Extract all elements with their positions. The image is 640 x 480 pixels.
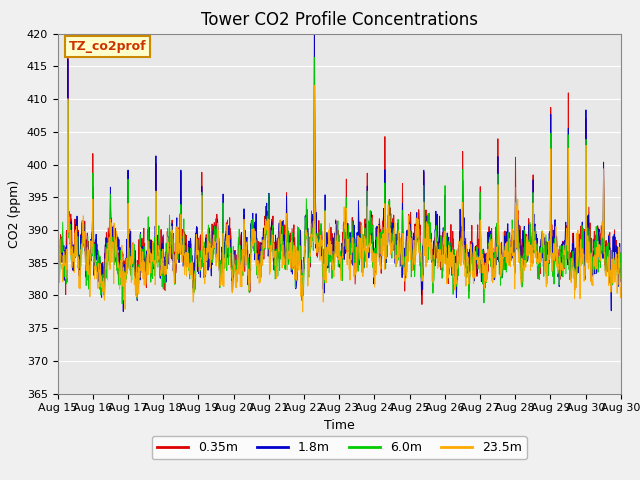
Text: TZ_co2prof: TZ_co2prof xyxy=(69,40,147,53)
Y-axis label: CO2 (ppm): CO2 (ppm) xyxy=(8,180,21,248)
Legend: 0.35m, 1.8m, 6.0m, 23.5m: 0.35m, 1.8m, 6.0m, 23.5m xyxy=(152,436,527,459)
Title: Tower CO2 Profile Concentrations: Tower CO2 Profile Concentrations xyxy=(201,11,477,29)
X-axis label: Time: Time xyxy=(324,419,355,432)
